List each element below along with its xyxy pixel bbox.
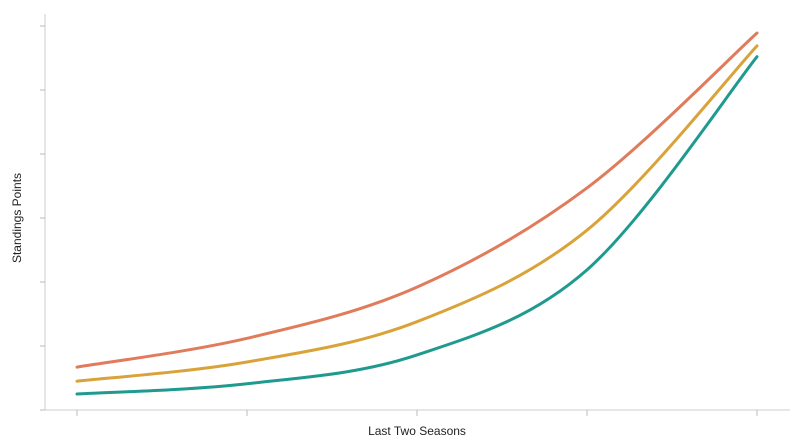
series-line xyxy=(75,55,759,396)
series-line xyxy=(75,44,759,383)
x-axis-label: Last Two Seasons xyxy=(368,424,466,438)
series-line xyxy=(75,31,759,369)
y-axis-label: Standings Points xyxy=(10,173,24,263)
